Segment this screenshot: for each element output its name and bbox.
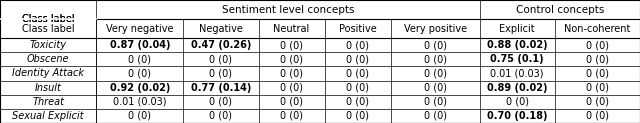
Text: 0 (0): 0 (0) bbox=[586, 40, 609, 50]
Text: 0 (0): 0 (0) bbox=[209, 111, 232, 121]
Text: 0.89 (0.02): 0.89 (0.02) bbox=[487, 83, 547, 93]
Text: 0 (0): 0 (0) bbox=[424, 69, 447, 78]
Text: Very positive: Very positive bbox=[403, 24, 467, 34]
Text: 0 (0): 0 (0) bbox=[424, 97, 447, 107]
Text: 0 (0): 0 (0) bbox=[129, 54, 151, 64]
Text: 0 (0): 0 (0) bbox=[280, 97, 303, 107]
Text: Control concepts: Control concepts bbox=[516, 5, 604, 15]
Text: Identity Attack: Identity Attack bbox=[12, 69, 84, 78]
Text: Toxicity: Toxicity bbox=[29, 40, 67, 50]
Text: 0 (0): 0 (0) bbox=[424, 83, 447, 93]
Text: Positive: Positive bbox=[339, 24, 376, 34]
Text: 0 (0): 0 (0) bbox=[346, 69, 369, 78]
Text: 0.47 (0.26): 0.47 (0.26) bbox=[191, 40, 251, 50]
Text: 0 (0): 0 (0) bbox=[506, 97, 529, 107]
Text: 0 (0): 0 (0) bbox=[346, 83, 369, 93]
Text: 0.75 (0.1): 0.75 (0.1) bbox=[490, 54, 544, 64]
Text: 0 (0): 0 (0) bbox=[129, 69, 151, 78]
Text: Obscene: Obscene bbox=[27, 54, 69, 64]
Text: 0 (0): 0 (0) bbox=[280, 54, 303, 64]
Text: 0 (0): 0 (0) bbox=[586, 83, 609, 93]
Text: Class label: Class label bbox=[22, 14, 74, 24]
Text: 0 (0): 0 (0) bbox=[209, 69, 232, 78]
Text: 0 (0): 0 (0) bbox=[586, 111, 609, 121]
Text: Negative: Negative bbox=[199, 24, 243, 34]
Bar bbox=[0, 19, 96, 38]
Text: Non-coherent: Non-coherent bbox=[564, 24, 630, 34]
Text: 0.87 (0.04): 0.87 (0.04) bbox=[109, 40, 170, 50]
Text: 0.70 (0.18): 0.70 (0.18) bbox=[487, 111, 547, 121]
Text: 0 (0): 0 (0) bbox=[424, 40, 447, 50]
Text: 0 (0): 0 (0) bbox=[586, 97, 609, 107]
Text: 0 (0): 0 (0) bbox=[209, 54, 232, 64]
Text: Insult: Insult bbox=[35, 83, 61, 93]
Text: 0.77 (0.14): 0.77 (0.14) bbox=[191, 83, 251, 93]
Text: Neutral: Neutral bbox=[273, 24, 310, 34]
Text: 0.92 (0.02): 0.92 (0.02) bbox=[109, 83, 170, 93]
Text: Sentiment level concepts: Sentiment level concepts bbox=[221, 5, 354, 15]
Text: Threat: Threat bbox=[32, 97, 64, 107]
Text: 0 (0): 0 (0) bbox=[586, 54, 609, 64]
Text: Sexual Explicit: Sexual Explicit bbox=[12, 111, 84, 121]
Text: 0 (0): 0 (0) bbox=[280, 69, 303, 78]
Text: Class label: Class label bbox=[22, 14, 74, 24]
Text: 0 (0): 0 (0) bbox=[346, 97, 369, 107]
Text: 0.88 (0.02): 0.88 (0.02) bbox=[487, 40, 547, 50]
Text: 0.01 (0.03): 0.01 (0.03) bbox=[113, 97, 166, 107]
Text: 0 (0): 0 (0) bbox=[586, 69, 609, 78]
Text: Class label: Class label bbox=[22, 24, 74, 34]
Text: 0.01 (0.03): 0.01 (0.03) bbox=[490, 69, 544, 78]
Text: 0 (0): 0 (0) bbox=[280, 83, 303, 93]
Text: Very negative: Very negative bbox=[106, 24, 173, 34]
Text: 0 (0): 0 (0) bbox=[346, 54, 369, 64]
Text: 0 (0): 0 (0) bbox=[280, 40, 303, 50]
Text: 0 (0): 0 (0) bbox=[424, 54, 447, 64]
Text: Explicit: Explicit bbox=[499, 24, 535, 34]
Text: 0 (0): 0 (0) bbox=[346, 40, 369, 50]
Text: 0 (0): 0 (0) bbox=[424, 111, 447, 121]
Text: 0 (0): 0 (0) bbox=[129, 111, 151, 121]
Text: 0 (0): 0 (0) bbox=[209, 97, 232, 107]
Text: 0 (0): 0 (0) bbox=[346, 111, 369, 121]
Text: 0 (0): 0 (0) bbox=[280, 111, 303, 121]
